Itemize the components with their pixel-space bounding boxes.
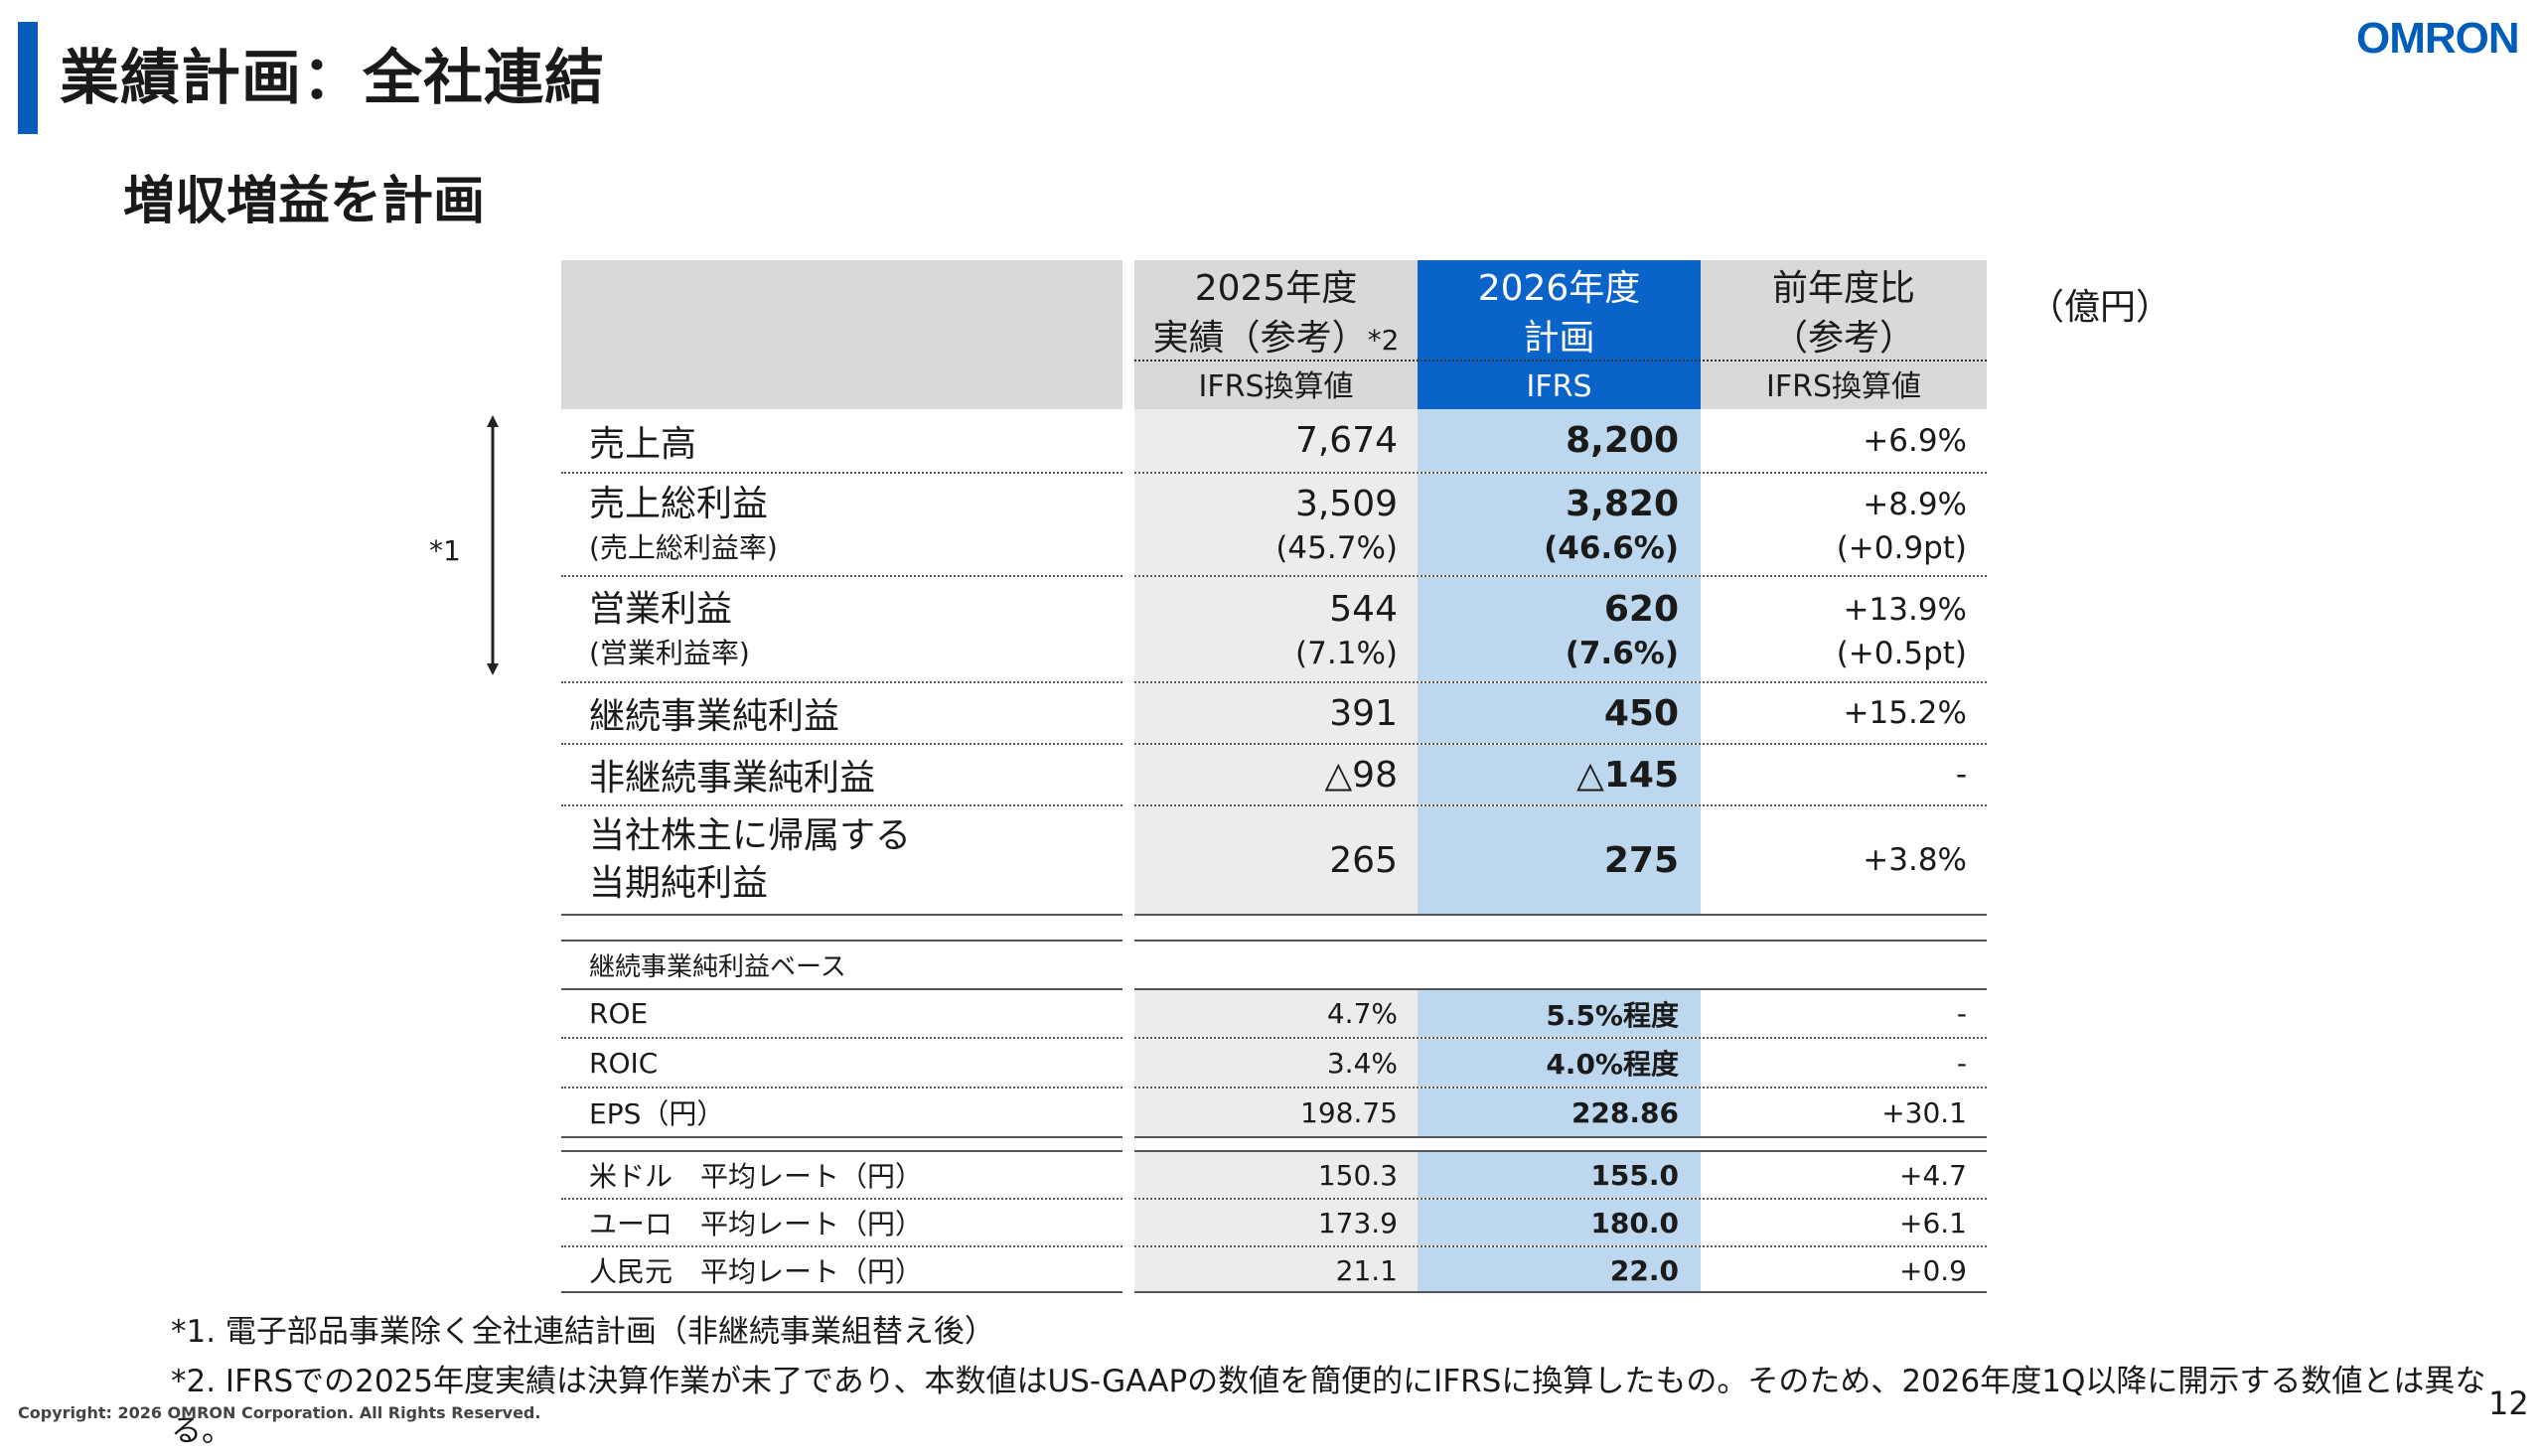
header-diff-basis: IFRS換算値 <box>1766 369 1921 404</box>
fx-value-2026: 180.0 <box>1418 1200 1701 1245</box>
footnote-1: *1. 電子部品事業除く全社連結計画（非継続事業組替え後） <box>171 1314 995 1350</box>
ratio-value-diff: - <box>1956 1046 1967 1080</box>
value-diff: +8.9% <box>1863 487 1967 522</box>
fx-value-diff: +6.1 <box>1899 1206 1967 1239</box>
header-2026-basis: IFRS <box>1526 369 1592 404</box>
value-diff: - <box>1955 757 1967 793</box>
value-diff-group: +8.9% (+0.9pt) <box>1701 474 1987 575</box>
ratio-value-2025: 198.75 <box>1134 1089 1418 1136</box>
value-diff-group: +13.9% (+0.5pt) <box>1701 577 1987 681</box>
value-2026: 8,200 <box>1418 409 1701 472</box>
financial-plan-table: 2025年度 実績（参考）*2 2026年度 計画 前年度比 （参考） IFRS… <box>561 260 1987 1293</box>
value-diff: +13.9% <box>1843 592 1967 628</box>
ratio-2025: (45.7%) <box>1275 530 1398 566</box>
value-2025-group: 544 (7.1%) <box>1134 577 1418 681</box>
value-diff: +6.9% <box>1863 422 1967 459</box>
ratio-2026: (46.6%) <box>1544 530 1679 566</box>
row-sublabel: (売上総利益率) <box>589 531 778 564</box>
copyright: Copyright: 2026 OMRON Corporation. All R… <box>18 1403 541 1422</box>
ratio-value-2026: 228.86 <box>1418 1089 1701 1136</box>
row-label: 営業利益 <box>589 589 733 630</box>
value-2026: 450 <box>1418 683 1701 743</box>
row-label-group: 当社株主に帰属する 当期純利益 <box>561 806 1122 914</box>
row-label-group: 売上総利益 (売上総利益率) <box>561 474 1122 575</box>
header-2026-label: 計画 <box>1523 318 1595 359</box>
row-label-line2: 当期純利益 <box>589 863 769 904</box>
ratio-value-2026: 5.5%程度 <box>1418 990 1701 1037</box>
fx-value-2025: 150.3 <box>1134 1152 1418 1198</box>
footnotes: *1. 電子部品事業除く全社連結計画（非継続事業組替え後） *2. IFRSでの… <box>171 1307 2543 1456</box>
value-2026-group: 3,820 (46.6%) <box>1418 474 1701 575</box>
header-diff: 前年度比 （参考） <box>1701 260 1987 409</box>
ratio-label: EPS（円） <box>589 1097 725 1130</box>
title-accent-bar <box>18 22 38 134</box>
value-2025: △98 <box>1134 745 1418 804</box>
page-title: 業績計画：全社連結 <box>60 44 605 113</box>
value-2025: 7,674 <box>1134 409 1418 472</box>
value-2026-group: 620 (7.6%) <box>1418 577 1701 681</box>
header-2026: 2026年度 計画 <box>1418 260 1701 409</box>
bracket-double-arrow-icon <box>487 415 499 675</box>
row-label: 売上総利益 <box>589 484 769 524</box>
row-label: 売上高 <box>589 423 697 465</box>
value-2026: △145 <box>1418 745 1701 804</box>
value-2025: 3,509 <box>1294 484 1398 524</box>
value-2025: 265 <box>1134 806 1418 914</box>
value-2025-group: 3,509 (45.7%) <box>1134 474 1418 575</box>
header-2025-basis: IFRS換算値 <box>1198 369 1354 404</box>
ratio-2026: (7.6%) <box>1565 636 1679 671</box>
row-sublabel: (営業利益率) <box>589 637 750 669</box>
value-2026: 275 <box>1418 806 1701 914</box>
header-2026-year: 2026年度 <box>1477 268 1641 309</box>
unit-label: （億円） <box>2028 287 2172 328</box>
value-2026: 620 <box>1603 589 1679 630</box>
ratio-diff: (+0.9pt) <box>1836 530 1967 566</box>
ratio-label: ROE <box>589 997 649 1030</box>
fx-value-2025: 21.1 <box>1134 1247 1418 1293</box>
ratio-value-2026: 4.0%程度 <box>1418 1039 1701 1087</box>
header-diff-title: 前年度比 <box>1771 268 1915 309</box>
row-label: 非継続事業純利益 <box>589 758 876 799</box>
value-2025: 391 <box>1134 683 1418 743</box>
fx-label: ユーロ 平均レート（円） <box>589 1208 924 1240</box>
fx-value-2026: 155.0 <box>1418 1152 1701 1198</box>
fx-value-diff: +4.7 <box>1899 1158 1967 1192</box>
fx-value-diff: +0.9 <box>1899 1253 1967 1287</box>
footnote-2: *2. IFRSでの2025年度実績は決算作業が未了であり、本数値はUS-GAA… <box>171 1364 2486 1449</box>
ratio-value-2025: 4.7% <box>1134 990 1418 1037</box>
ratio-value-2025: 3.4% <box>1134 1039 1418 1087</box>
header-2025: 2025年度 実績（参考）*2 <box>1134 260 1418 409</box>
ratio-value-diff: +30.1 <box>1881 1095 1967 1129</box>
omron-logo: OMRON <box>2356 14 2520 63</box>
value-diff: +15.2% <box>1843 695 1967 731</box>
value-diff: +3.8% <box>1863 842 1967 878</box>
ratio-value-diff: - <box>1956 997 1967 1030</box>
ratio-label: ROIC <box>589 1046 659 1080</box>
fx-value-2026: 22.0 <box>1418 1247 1701 1293</box>
section-label: 継続事業純利益ベース <box>589 951 846 982</box>
row-label-group: 営業利益 (営業利益率) <box>561 577 1122 681</box>
header-blank-cell <box>561 260 1122 409</box>
fx-value-2025: 173.9 <box>1134 1200 1418 1245</box>
fx-label: 人民元 平均レート（円） <box>589 1255 924 1288</box>
ratio-diff: (+0.5pt) <box>1836 636 1967 671</box>
ratio-2025: (7.1%) <box>1295 636 1398 671</box>
header-diff-label: （参考） <box>1771 318 1915 359</box>
value-2025: 544 <box>1329 589 1398 630</box>
page-number: 12 <box>2488 1384 2529 1422</box>
row-label: 当社株主に帰属する <box>589 815 912 856</box>
fx-label: 米ドル 平均レート（円） <box>589 1160 924 1193</box>
value-2026: 3,820 <box>1566 484 1679 524</box>
header-2025-year: 2025年度 <box>1194 268 1358 309</box>
note-marker: *1 <box>429 534 461 567</box>
header-2025-label: 実績（参考）*2 <box>1152 318 1400 359</box>
row-label: 継続事業純利益 <box>589 696 840 737</box>
page-subtitle: 増収増益を計画 <box>123 172 486 231</box>
